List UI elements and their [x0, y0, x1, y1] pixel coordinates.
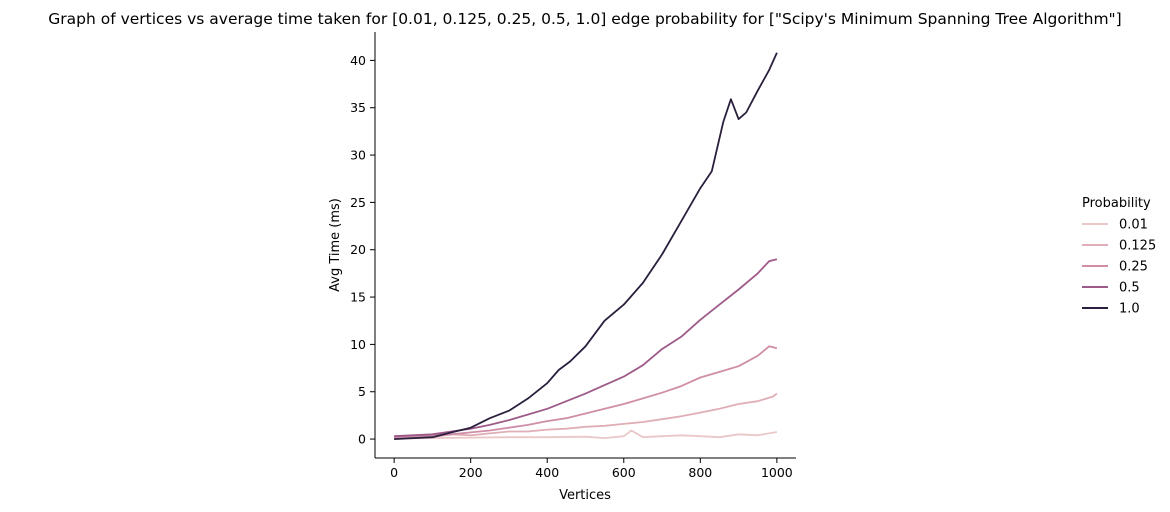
- legend-label-0.01: 0.01: [1119, 218, 1148, 233]
- y-tick-label: 35: [350, 100, 366, 115]
- series-line-0.5: [394, 258, 778, 438]
- y-tick-label: 15: [350, 290, 366, 305]
- legend-label-0.5: 0.5: [1119, 281, 1140, 296]
- y-tick-label: 30: [350, 148, 366, 163]
- chart-title: Graph of vertices vs average time taken …: [48, 10, 1121, 28]
- y-tick-label: 5: [358, 384, 366, 399]
- x-tick-label: 0: [390, 465, 398, 480]
- x-axis-label: Vertices: [559, 488, 611, 503]
- legend-title: Probability: [1082, 196, 1151, 211]
- y-tick-label: 0: [358, 432, 366, 447]
- y-tick-label: 10: [350, 337, 366, 352]
- y-tick-label: 40: [350, 53, 366, 68]
- x-tick-label: 600: [612, 465, 636, 480]
- legend-label-0.25: 0.25: [1119, 260, 1148, 275]
- legend-label-0.125: 0.125: [1119, 239, 1156, 254]
- series-line-0.01: [394, 429, 778, 440]
- series-line-0.25: [394, 345, 778, 439]
- x-ticks: 0 200 400 600 800 1000: [390, 458, 793, 480]
- x-tick-label: 1000: [761, 465, 793, 480]
- x-tick-label: 800: [688, 465, 712, 480]
- x-tick-label: 400: [535, 465, 559, 480]
- legend: Probability 0.01 0.125 0.25 0.5 1.0: [1082, 196, 1156, 317]
- y-tick-label: 20: [350, 242, 366, 257]
- series-line-0.125: [394, 392, 778, 439]
- x-tick-label: 200: [459, 465, 483, 480]
- legend-label-1.0: 1.0: [1119, 302, 1140, 317]
- plot-area: [394, 52, 778, 440]
- y-ticks: 0 5 10 15 20 25 30 35 40: [350, 53, 375, 447]
- series-line-1.0: [394, 52, 778, 440]
- y-axis-label: Avg Time (ms): [328, 198, 343, 292]
- y-tick-label: 25: [350, 195, 366, 210]
